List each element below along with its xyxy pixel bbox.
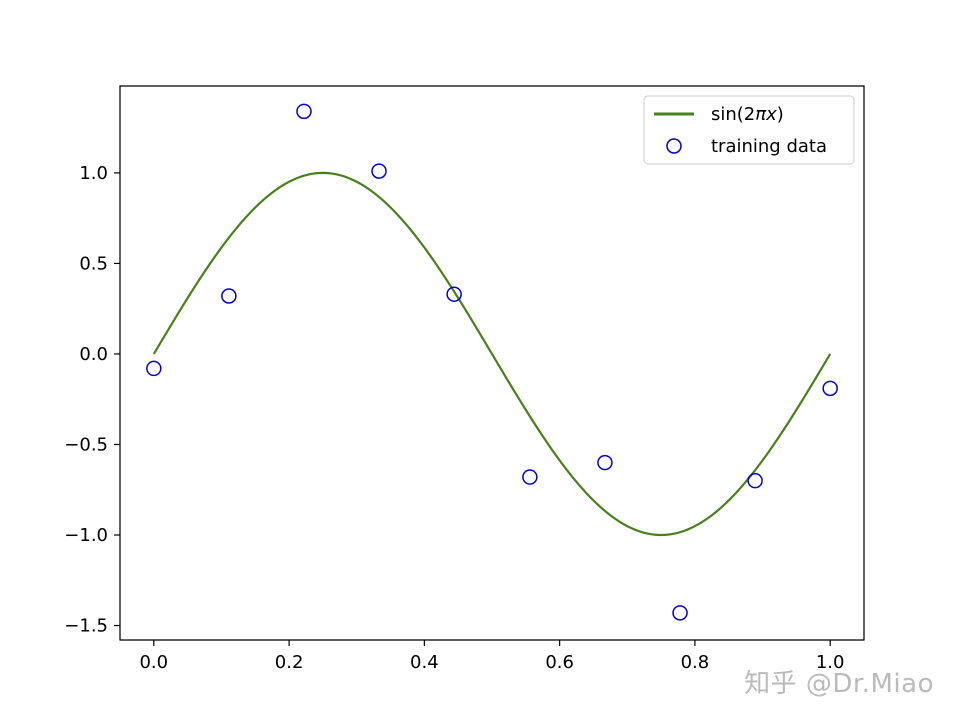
legend-scatter-label: training data <box>711 136 827 157</box>
y-tick-label: −0.5 <box>64 434 108 455</box>
training-data-point <box>296 103 312 120</box>
watermark: 知乎 @Dr.Miao <box>744 669 934 699</box>
y-tick-label: −1.5 <box>64 616 108 637</box>
training-data-point <box>672 605 688 621</box>
training-data-point <box>446 286 462 302</box>
plot-background <box>120 86 864 640</box>
y-tick-label: 0.0 <box>79 344 108 365</box>
x-tick-label: 0.8 <box>681 652 710 673</box>
training-data-point <box>597 454 613 471</box>
legend-box <box>643 95 855 165</box>
x-tick-label: 1.0 <box>816 652 845 673</box>
training-data-point <box>146 360 162 377</box>
training-data-point <box>522 469 538 485</box>
y-axis: 1.0 0.5 0.0 −0.5 −1.0 −1.5 <box>64 163 120 637</box>
sine-curve-line <box>152 171 832 537</box>
x-axis: 0.0 0.2 0.4 0.6 0.8 1.0 <box>139 640 845 673</box>
series-layer <box>146 103 838 621</box>
y-tick-label: −1.0 <box>64 525 108 546</box>
legend: sin(2πx) training data <box>643 95 855 165</box>
x-tick-label: 0.0 <box>139 652 168 673</box>
x-tick-label: 0.2 <box>275 652 304 673</box>
training-data-point <box>822 380 838 397</box>
x-tick-label: 0.4 <box>410 652 439 673</box>
legend-scatter-swatch <box>666 138 682 154</box>
legend-line-label: sin(2πx) <box>711 104 784 125</box>
training-data-point <box>371 163 387 179</box>
axes-frame <box>119 85 865 641</box>
y-tick-label: 0.5 <box>79 253 108 274</box>
training-data-point <box>747 472 763 489</box>
x-tick-label: 0.6 <box>545 652 574 673</box>
y-tick-label: 1.0 <box>79 163 108 184</box>
training-data-point <box>221 288 237 304</box>
